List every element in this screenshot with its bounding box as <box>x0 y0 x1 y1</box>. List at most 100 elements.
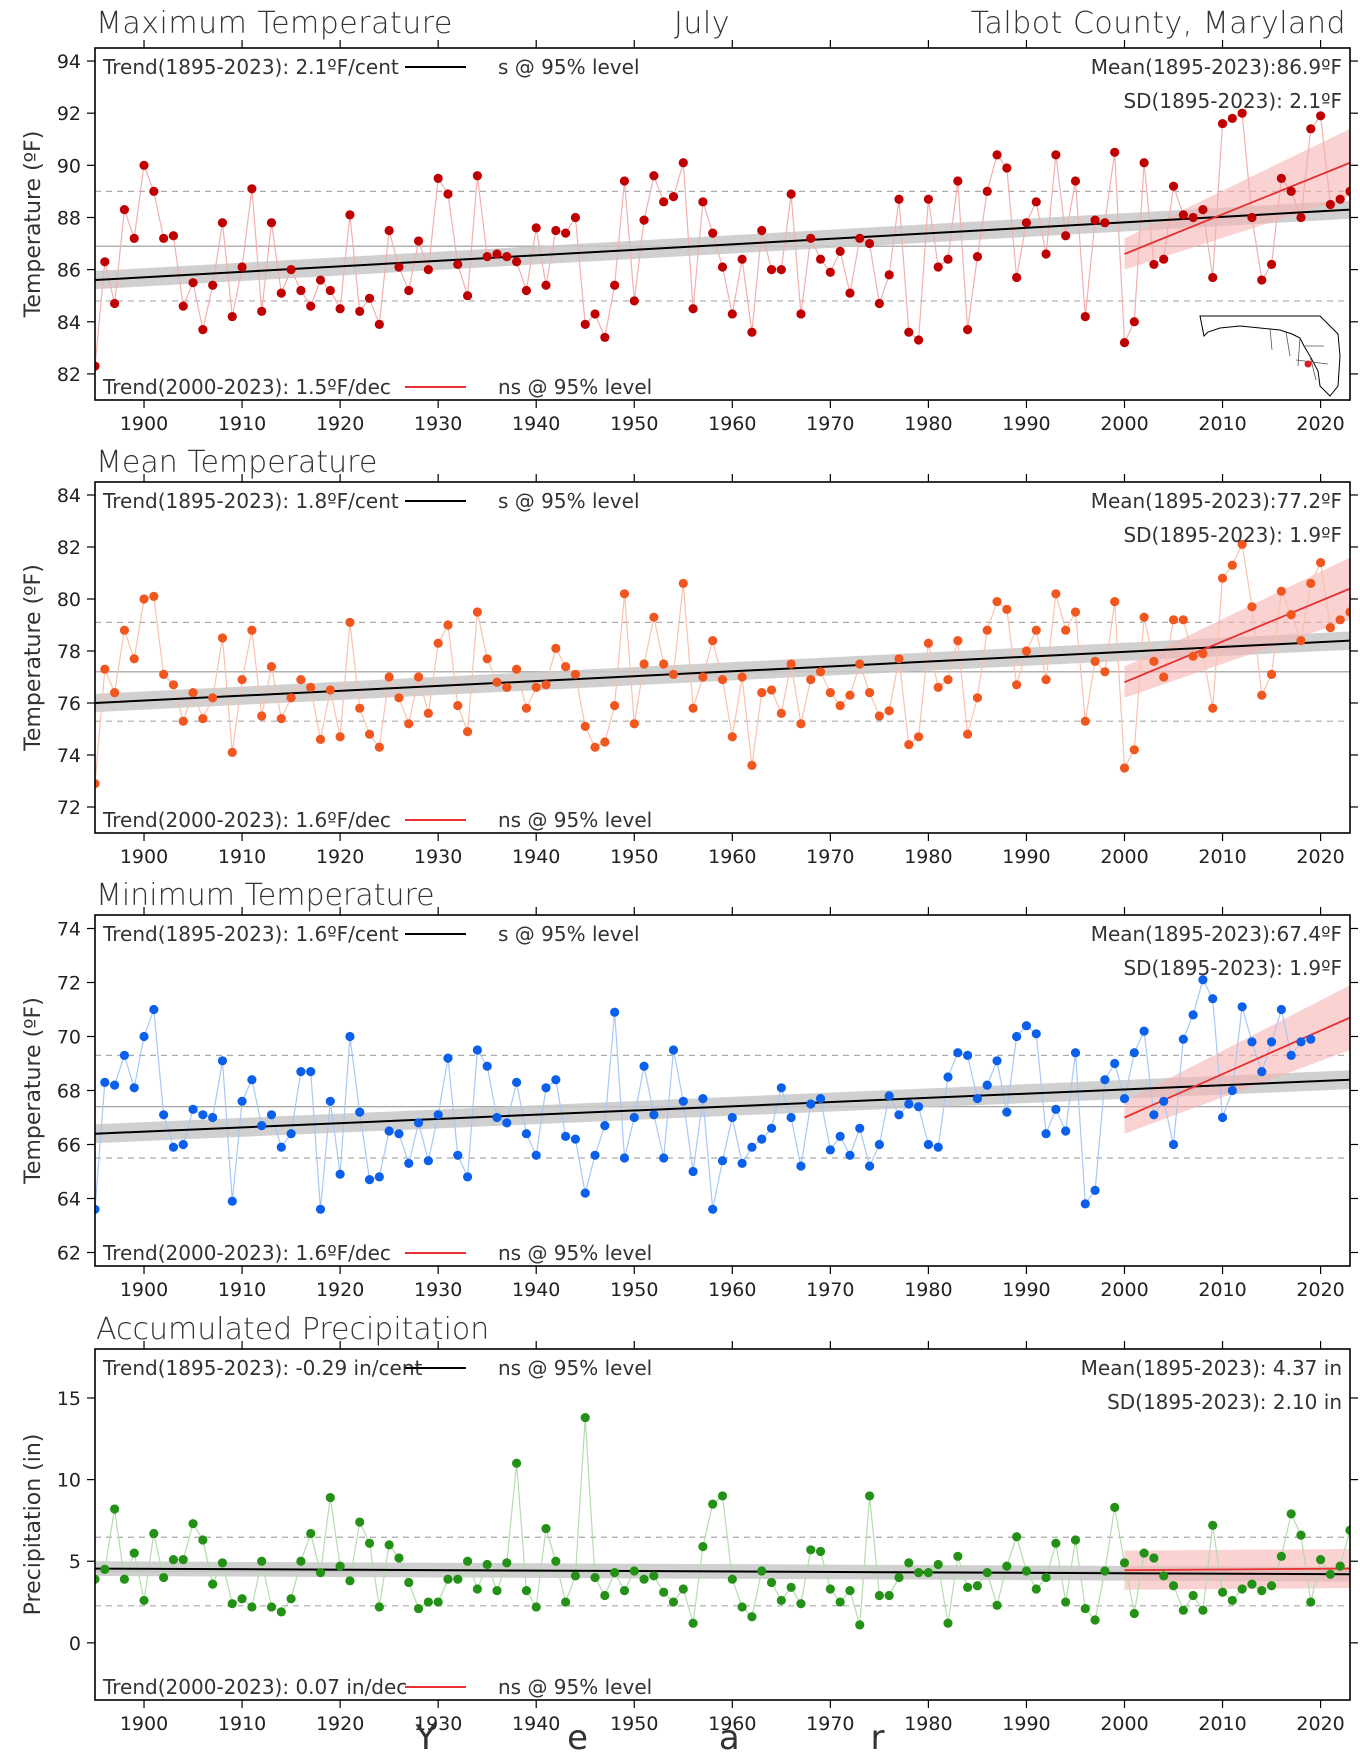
data-point <box>1110 597 1120 607</box>
data-point <box>384 225 394 236</box>
x-tick-label: 1900 <box>120 1279 168 1301</box>
data-point <box>541 280 551 290</box>
data-point <box>198 1535 208 1545</box>
data-point <box>217 1056 228 1066</box>
data-point <box>296 675 306 685</box>
data-point <box>482 251 492 262</box>
data-point <box>1276 586 1286 596</box>
data-point <box>806 1099 816 1109</box>
data-point <box>394 693 404 703</box>
data-point <box>404 1577 414 1588</box>
data-point <box>1247 1579 1257 1589</box>
data-point <box>619 176 630 186</box>
data-point <box>95 1574 100 1584</box>
data-point <box>110 1080 120 1090</box>
data-point <box>992 597 1002 607</box>
data-point <box>845 1150 855 1160</box>
trend-recent-significance: ns @ 95% level <box>498 1241 652 1265</box>
data-point <box>1227 1085 1237 1096</box>
data-point <box>492 1112 502 1123</box>
data-point <box>1296 212 1306 223</box>
data-point <box>668 1045 679 1055</box>
x-tick-label: 1930 <box>414 1279 462 1301</box>
data-point <box>1021 646 1032 656</box>
data-point <box>747 327 757 337</box>
y-tick-label: 74 <box>57 919 81 941</box>
data-point <box>521 285 532 296</box>
data-point <box>1276 173 1286 183</box>
data-point <box>1031 1584 1041 1594</box>
data-point <box>1070 607 1081 617</box>
data-point <box>492 249 502 259</box>
data-point <box>757 225 767 236</box>
data-point <box>453 259 463 270</box>
x-tick-label: 1980 <box>904 1279 952 1301</box>
data-point <box>776 265 786 275</box>
data-point <box>649 171 659 181</box>
x-tick-label: 2010 <box>1198 846 1246 868</box>
data-point <box>757 1134 767 1144</box>
county-lines <box>1269 327 1329 381</box>
data-point <box>659 659 669 669</box>
data-point <box>904 1099 914 1109</box>
data-point <box>404 719 414 729</box>
data-point <box>159 1572 169 1583</box>
data-point <box>1100 667 1110 677</box>
data-point <box>698 672 708 682</box>
data-point <box>1198 1605 1208 1615</box>
y-tick-label: 62 <box>57 1243 81 1265</box>
data-point <box>825 688 835 698</box>
data-point <box>1139 158 1149 168</box>
data-point <box>286 265 296 275</box>
data-point <box>864 238 875 249</box>
data-point <box>913 732 924 742</box>
data-point <box>1031 625 1041 635</box>
data-point <box>815 667 826 677</box>
data-point <box>1198 649 1208 659</box>
data-point <box>502 682 512 693</box>
panel-title: Mean Temperature <box>96 445 377 480</box>
data-point <box>257 1556 267 1566</box>
data-point <box>462 291 473 301</box>
data-point <box>100 664 110 674</box>
data-point <box>168 1555 179 1565</box>
data-point <box>541 1083 551 1093</box>
data-point <box>1335 194 1345 204</box>
data-point <box>982 186 992 197</box>
data-point <box>276 288 286 298</box>
data-point <box>580 1412 590 1423</box>
data-point <box>1345 607 1350 617</box>
data-point <box>1227 113 1237 123</box>
data-point <box>355 1517 365 1527</box>
data-point <box>747 760 757 771</box>
data-point <box>1041 249 1051 259</box>
data-point <box>325 1096 335 1106</box>
y-tick-label: 66 <box>57 1135 81 1157</box>
data-point <box>1080 716 1090 726</box>
data-point <box>1129 317 1139 327</box>
x-tick-label: 2020 <box>1296 846 1344 868</box>
data-point <box>129 1548 139 1558</box>
data-point <box>208 1579 218 1589</box>
data-point <box>904 327 914 337</box>
data-point <box>296 1067 306 1077</box>
trend-recent-line <box>1124 587 1350 684</box>
data-point <box>1168 181 1179 191</box>
x-tick-label: 2020 <box>1296 1713 1344 1735</box>
x-tick-label: 1940 <box>512 846 560 868</box>
data-point <box>1080 311 1090 322</box>
data-point <box>276 1142 286 1152</box>
panel-title: Accumulated Precipitation <box>96 1312 489 1347</box>
data-point <box>1178 1605 1188 1615</box>
data-point <box>247 184 257 194</box>
data-point <box>884 1590 894 1601</box>
data-point <box>1149 1553 1159 1563</box>
data-point <box>913 1568 924 1578</box>
data-point <box>570 212 581 223</box>
data-point <box>1119 1094 1130 1104</box>
data-point <box>1061 231 1071 241</box>
data-point <box>923 194 933 204</box>
data-point <box>306 1067 316 1077</box>
